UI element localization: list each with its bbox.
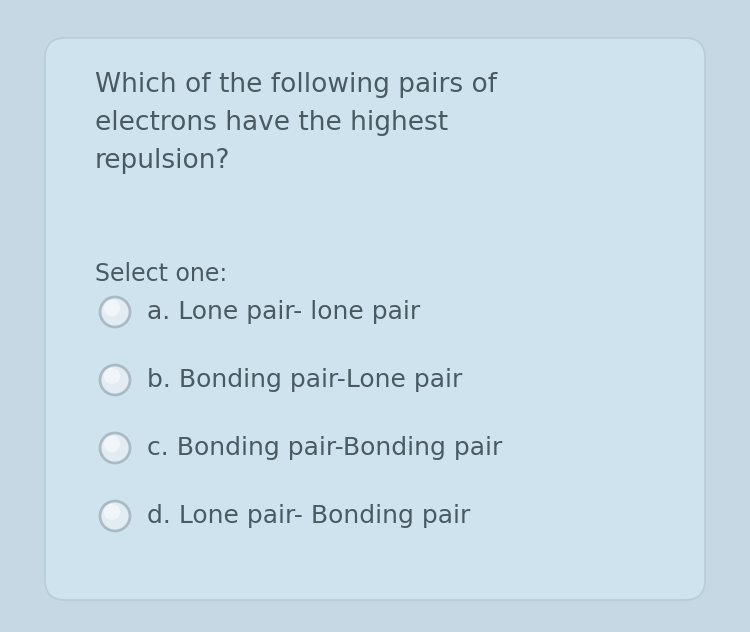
FancyBboxPatch shape	[45, 38, 705, 600]
Circle shape	[100, 501, 130, 531]
Circle shape	[100, 297, 130, 327]
Text: d. Lone pair- Bonding pair: d. Lone pair- Bonding pair	[147, 504, 470, 528]
Text: b. Bonding pair-Lone pair: b. Bonding pair-Lone pair	[147, 368, 462, 392]
Circle shape	[100, 365, 130, 395]
Circle shape	[104, 435, 120, 453]
Text: c. Bonding pair-Bonding pair: c. Bonding pair-Bonding pair	[147, 436, 502, 460]
Text: a. Lone pair- lone pair: a. Lone pair- lone pair	[147, 300, 420, 324]
Circle shape	[104, 300, 120, 316]
Circle shape	[104, 368, 120, 384]
Text: Select one:: Select one:	[95, 262, 227, 286]
Text: Which of the following pairs of
electrons have the highest
repulsion?: Which of the following pairs of electron…	[95, 72, 497, 174]
Circle shape	[104, 504, 120, 520]
Circle shape	[100, 433, 130, 463]
